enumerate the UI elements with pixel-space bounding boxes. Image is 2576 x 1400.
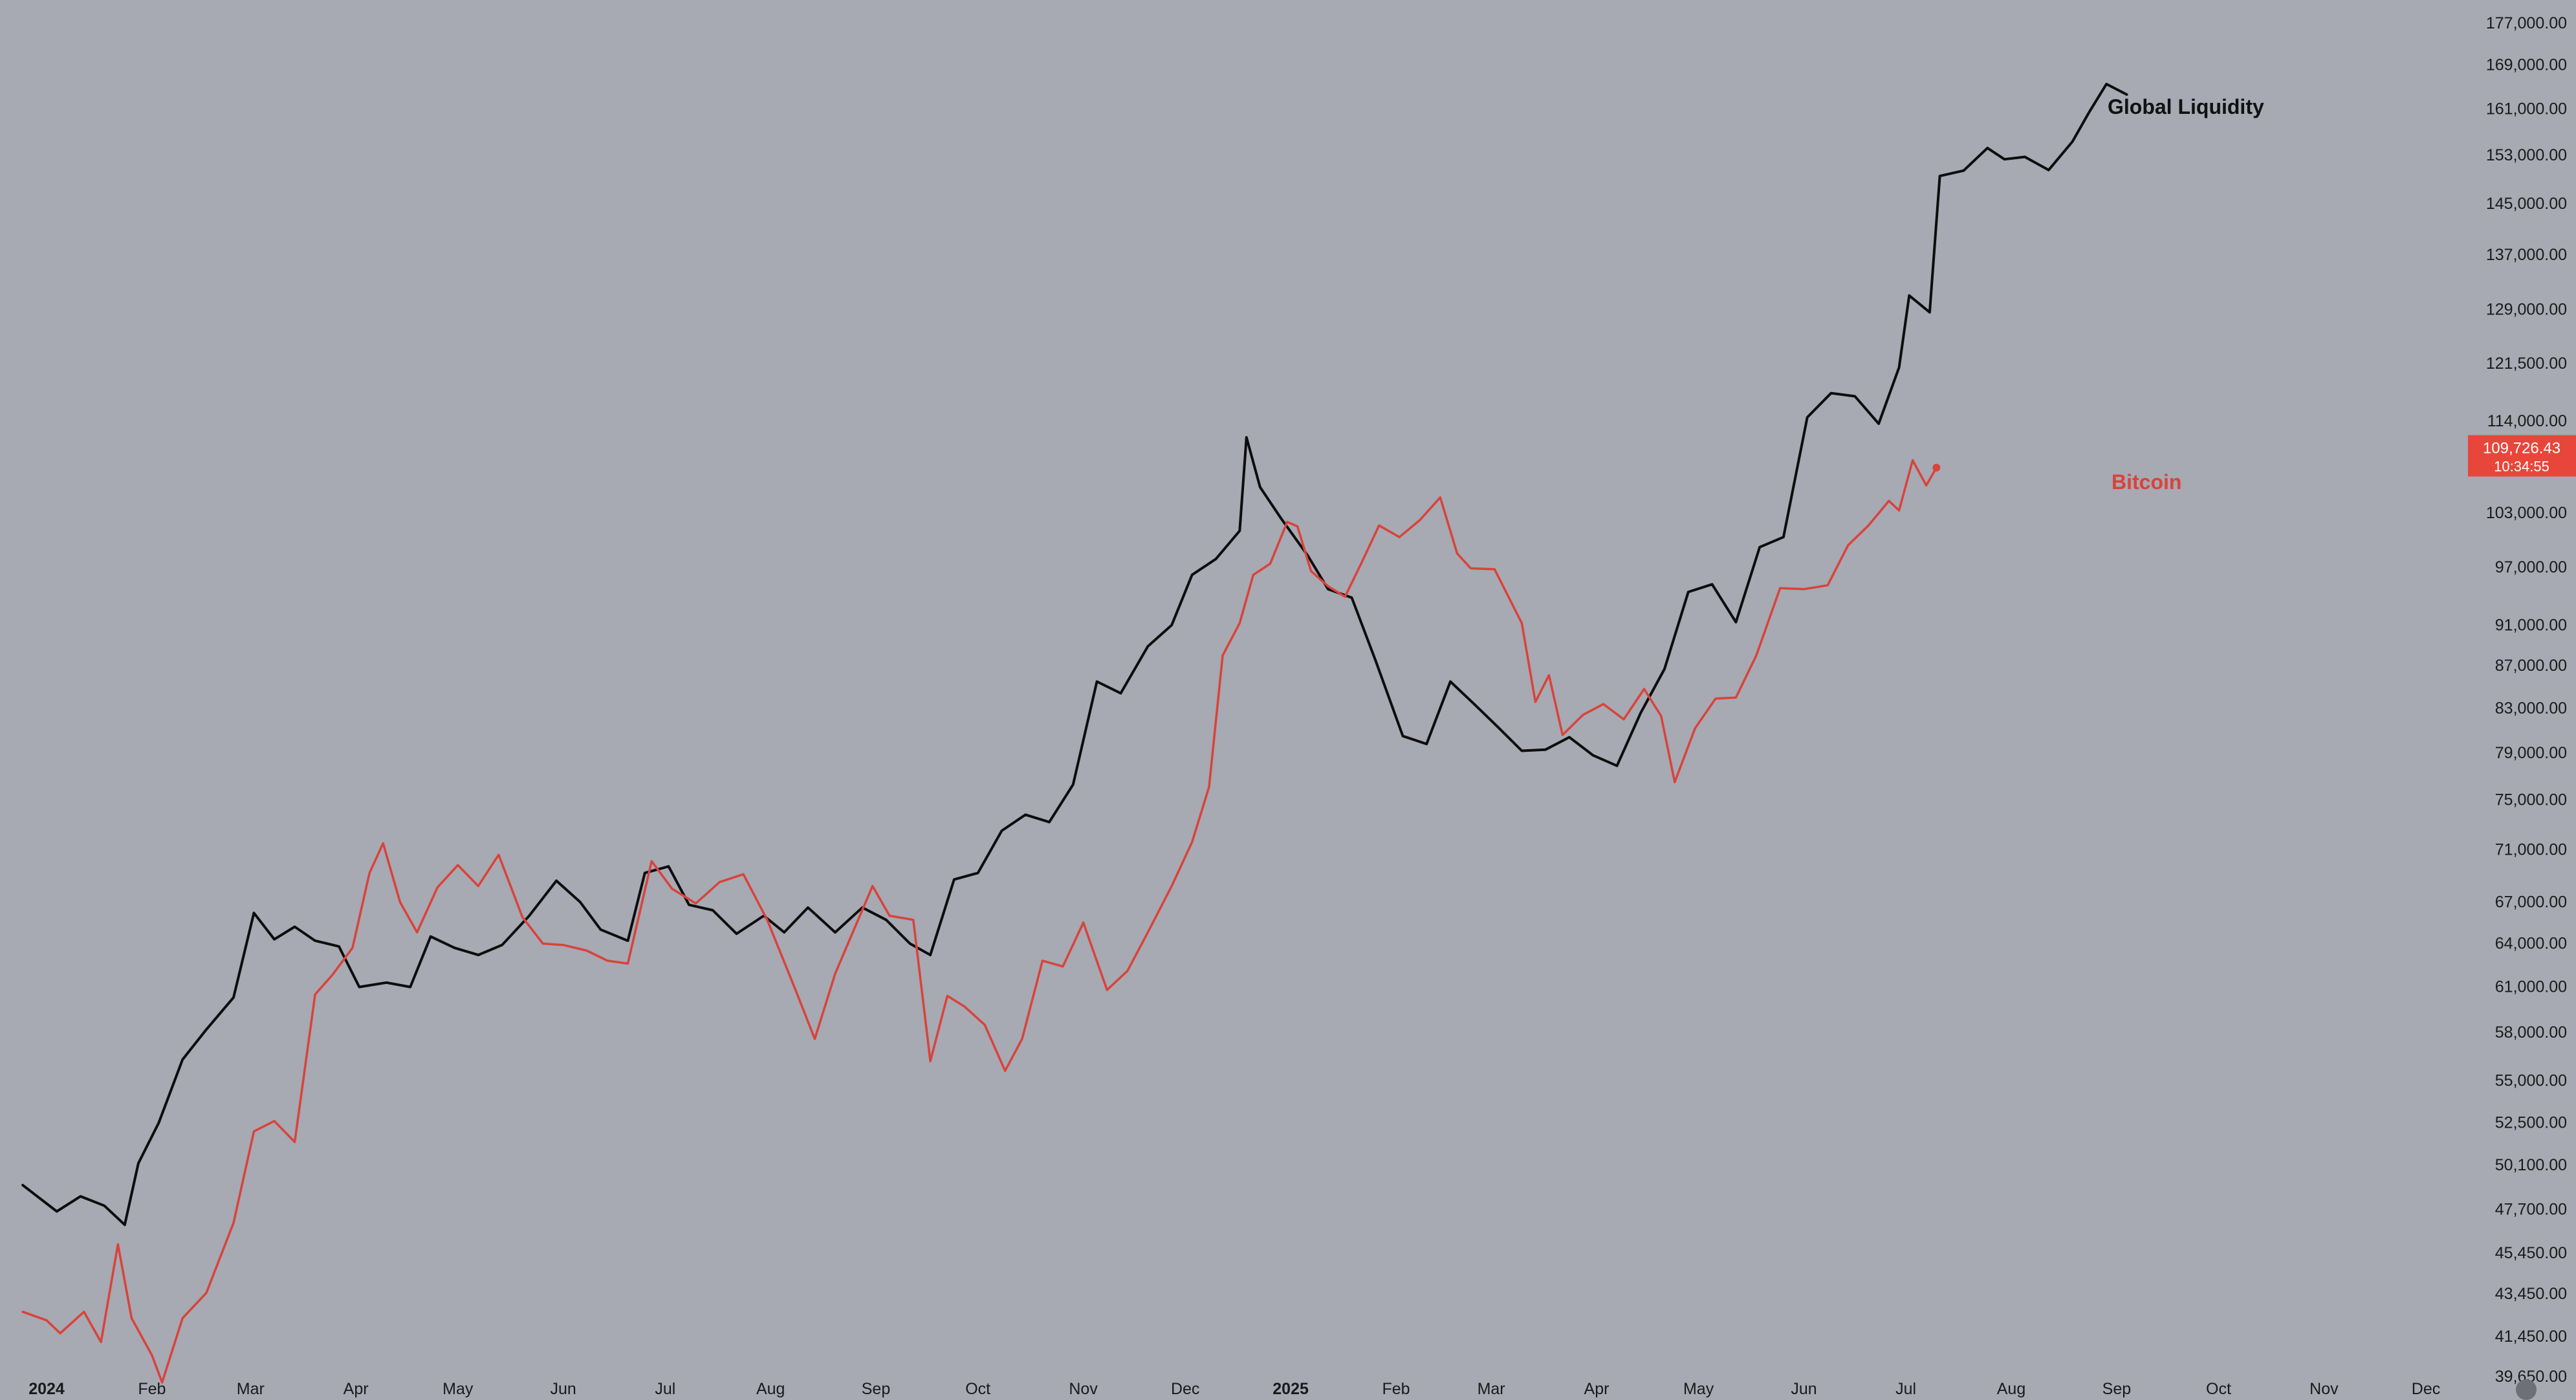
y-tick-label: 50,100.00 — [2495, 1156, 2567, 1174]
x-tick-label: Feb — [138, 1380, 166, 1398]
x-tick-label: Mar — [1478, 1380, 1505, 1398]
y-tick-label: 153,000.00 — [2486, 146, 2567, 164]
y-tick-label: 169,000.00 — [2486, 56, 2567, 74]
x-tick-label: Dec — [1171, 1380, 1199, 1398]
y-tick-label: 161,000.00 — [2486, 100, 2567, 118]
y-tick-label: 137,000.00 — [2486, 246, 2567, 264]
x-tick-label: Jun — [551, 1380, 576, 1398]
y-tick-label: 64,000.00 — [2495, 935, 2567, 953]
x-tick-label: Apr — [1584, 1380, 1610, 1398]
y-tick-label: 67,000.00 — [2495, 893, 2567, 911]
series-label-global-liquidity: Global Liquidity — [2108, 95, 2264, 118]
x-tick-label: Apr — [344, 1380, 369, 1398]
current-price-tag: 109,726.43 10:34:55 — [2468, 435, 2576, 477]
plot-area[interactable] — [21, 82, 2128, 1384]
y-tick-label: 79,000.00 — [2495, 744, 2567, 762]
x-tick-label: Nov — [2309, 1380, 2339, 1398]
y-tick-label: 97,000.00 — [2495, 558, 2567, 576]
x-tick-label: Feb — [1382, 1380, 1410, 1398]
x-tick-label: Mar — [237, 1380, 265, 1398]
y-tick-label: 61,000.00 — [2495, 978, 2567, 996]
x-tick-label: Sep — [862, 1380, 890, 1398]
y-tick-label: 45,450.00 — [2495, 1244, 2567, 1262]
time-axis[interactable]: 2024 Feb Mar Apr May Jun Jul Aug Sep Oct Nov Dec 202… — [28, 1380, 2440, 1398]
y-tick-label: 55,000.00 — [2495, 1071, 2567, 1089]
x-tick-label: Oct — [2206, 1380, 2231, 1398]
y-tick-label: 114,000.00 — [2487, 412, 2567, 430]
x-tick-label: 2024 — [28, 1380, 65, 1398]
x-tick-label: Aug — [756, 1380, 785, 1398]
bitcoin-last-point-marker — [1932, 463, 1941, 472]
x-tick-label: Nov — [1069, 1380, 1098, 1398]
x-tick-label: Jun — [1791, 1380, 1817, 1398]
y-tick-label: 71,000.00 — [2495, 840, 2567, 859]
y-tick-label: 177,000.00 — [2486, 14, 2567, 32]
global-liquidity-line — [21, 82, 2128, 1227]
bitcoin-line — [21, 459, 1938, 1384]
y-tick-label: 52,500.00 — [2495, 1114, 2567, 1132]
x-tick-label: May — [442, 1380, 474, 1398]
settings-dot-icon[interactable] — [2516, 1379, 2537, 1400]
y-tick-label: 129,000.00 — [2486, 300, 2567, 318]
x-tick-label: Sep — [2102, 1380, 2131, 1398]
y-tick-label: 43,450.00 — [2495, 1285, 2567, 1303]
x-tick-label: May — [1683, 1380, 1714, 1398]
y-tick-label: 41,450.00 — [2495, 1328, 2567, 1346]
x-tick-label: Aug — [1997, 1380, 2025, 1398]
y-tick-label: 83,000.00 — [2495, 699, 2567, 717]
x-tick-label: Dec — [2412, 1380, 2440, 1398]
y-tick-label: 145,000.00 — [2486, 195, 2567, 213]
price-tag-value: 109,726.43 — [2483, 440, 2560, 457]
price-axis[interactable]: 177,000.00 169,000.00 161,000.00 153,000.00… — [2486, 14, 2567, 1386]
x-tick-label: Jul — [1895, 1380, 1916, 1398]
y-tick-label: 47,700.00 — [2495, 1201, 2567, 1219]
y-tick-label: 75,000.00 — [2495, 791, 2567, 809]
x-tick-label: Jul — [655, 1380, 675, 1398]
y-tick-label: 91,000.00 — [2495, 616, 2567, 634]
y-tick-label: 87,000.00 — [2495, 657, 2567, 675]
price-tag-countdown: 10:34:55 — [2494, 459, 2549, 475]
x-tick-label: 2025 — [1272, 1380, 1309, 1398]
series-label-bitcoin: Bitcoin — [2112, 470, 2181, 494]
y-tick-label: 58,000.00 — [2495, 1023, 2567, 1042]
y-tick-label: 121,500.00 — [2486, 355, 2567, 373]
price-tag-background — [2468, 435, 2576, 477]
x-tick-label: Oct — [965, 1380, 990, 1398]
y-tick-label: 103,000.00 — [2486, 504, 2567, 522]
